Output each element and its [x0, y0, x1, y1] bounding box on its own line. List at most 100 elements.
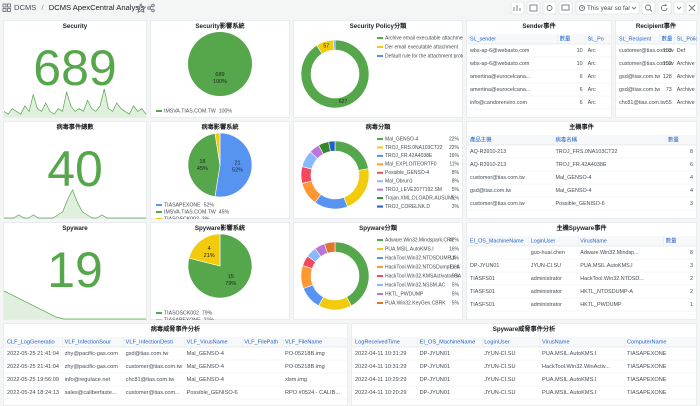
column-header[interactable]: SL_Recipient	[619, 36, 652, 42]
column-header[interactable]: VLF_FileName	[285, 339, 322, 345]
legend-marker	[377, 138, 383, 140]
column-header[interactable]: CLF_LogGeneratio	[7, 339, 55, 345]
column-header[interactable]: ComputerName	[627, 339, 666, 345]
table-cell: 3	[690, 201, 693, 207]
column-header[interactable]: VLF_InfectionDesti	[126, 339, 173, 345]
column-header[interactable]: SL_Polic	[677, 36, 699, 42]
table-cell: Adware.Win32.Mindsp...	[580, 250, 638, 256]
panel-title: 病毒事件總數	[56, 123, 94, 131]
column-header[interactable]: VirusName	[580, 238, 607, 244]
legend-marker	[377, 171, 383, 174]
legend-percent: 79%	[202, 310, 213, 316]
table-cell: 2022-04-11 10:31:29	[355, 351, 407, 357]
column-header[interactable]: 數量	[662, 34, 673, 42]
legend-label: Mal_EXPLOITEORTF0	[385, 162, 437, 168]
slice-percent: 21%	[204, 253, 215, 259]
slice-value: 57	[323, 44, 329, 50]
legend-label: TIASAPEXONE	[164, 317, 201, 323]
panel-frame	[3, 20, 147, 118]
add-panel-button[interactable]	[510, 1, 525, 15]
refresh-interval-button[interactable]	[673, 1, 685, 15]
panel-title: Security	[63, 23, 88, 30]
view-mode-button[interactable]	[685, 1, 699, 15]
zoom-out-button[interactable]	[641, 1, 656, 15]
column-header[interactable]: 數量	[666, 236, 677, 244]
slice-value: 18	[199, 159, 205, 165]
dashboard-title[interactable]: DCMS ApexCentral Analysis	[49, 3, 145, 12]
table-cell: 55	[666, 100, 672, 106]
panel: Spyware影響系統1579%421%TIASOSCK00279%TIASAP…	[150, 222, 290, 323]
table-cell: 2022-04-11 10:31:29	[355, 364, 407, 370]
legend-label: Mal_Obrun1	[385, 179, 413, 185]
table-cell: wbs-ap-6@webasto.com	[469, 48, 530, 54]
table-cell: HackTool.Win32.WinActiv...	[542, 364, 610, 370]
table-cell: 73	[666, 87, 672, 93]
legend-label: Adware.Win32.Mindspark.CRY	[385, 237, 454, 243]
panel-frame	[466, 20, 612, 118]
table-cell: Possible_GENISO-6	[187, 390, 238, 396]
table-cell: customer@tias.com.tw	[619, 61, 674, 67]
breadcrumb: DCMS / DCMS ApexCentral Analysis	[14, 3, 145, 12]
column-header[interactable]: VLF_VirusName	[187, 339, 228, 345]
column-header[interactable]: LoginUser	[531, 238, 556, 244]
table-header-bg	[352, 337, 696, 347]
panel: Sender事件 SL_sender 數量 SL_Po wbs-ap-6@webasto…	[466, 20, 612, 118]
column-header[interactable]: 數量	[560, 34, 571, 42]
refresh-button[interactable]	[657, 1, 672, 15]
save-button[interactable]	[526, 1, 541, 15]
column-header[interactable]: 產品主機	[470, 135, 492, 143]
column-header[interactable]: 數量	[668, 135, 679, 143]
column-header[interactable]: VirusName	[542, 339, 570, 345]
folder-name[interactable]: DCMS	[14, 3, 36, 12]
time-picker[interactable]: This year so far	[575, 1, 640, 15]
column-header[interactable]: 病毒名稱	[556, 135, 578, 143]
column-header[interactable]: SL_Po	[588, 36, 604, 42]
time-range[interactable]: This year so far	[587, 5, 630, 12]
stat-value: 19	[47, 242, 103, 298]
sparkline	[3, 88, 147, 115]
table-cell: 2	[690, 276, 693, 282]
table-cell: info@candorenviro.com	[470, 100, 528, 106]
table-cell: 8	[690, 149, 693, 155]
share-button[interactable]	[147, 3, 155, 13]
column-header[interactable]: EI_OS_MachineName	[470, 238, 524, 244]
column-header[interactable]: LoginUser	[484, 339, 510, 345]
column-header[interactable]: LogReceivedTime	[355, 339, 400, 345]
table-header-bg	[616, 34, 696, 44]
table-cell: DP-JYUN01	[470, 263, 499, 269]
legend-label: Possible_GENSO-4	[385, 170, 429, 176]
table-cell: Arc	[588, 87, 596, 93]
legend-value: 5%	[452, 187, 460, 193]
column-header[interactable]: EI_OS_MachineName	[420, 339, 476, 345]
table-cell: info@regulace.net	[65, 377, 111, 383]
panel-title: Sender事件	[522, 22, 556, 30]
column-header[interactable]: VLF_FilePath	[244, 339, 278, 345]
pie-slice	[300, 39, 370, 109]
settings-button[interactable]	[542, 1, 557, 15]
panel-title: Spyware影響系統	[195, 224, 246, 232]
column-header[interactable]: VLF_InfectionSour	[65, 339, 111, 345]
legend-value: 42%	[449, 237, 460, 243]
tv-button[interactable]	[558, 1, 573, 15]
table-cell: Mal_GENSO-4	[187, 351, 224, 357]
separator: /	[41, 3, 44, 12]
table-cell: 8	[690, 250, 693, 256]
table-cell: AQ-R3910-213	[470, 162, 506, 168]
table-cell: 6	[690, 162, 693, 168]
star-button[interactable]	[135, 2, 147, 14]
legend-value: 16%	[449, 246, 460, 252]
slice-percent: 45%	[197, 166, 208, 172]
legend-label: IMSVA.TIAS.COM.TW	[164, 108, 216, 114]
slice-value: 627	[339, 99, 348, 105]
table-cell: PO-05218B.img	[285, 364, 325, 370]
apps-icon[interactable]	[2, 3, 11, 12]
table-cell: 6	[580, 100, 583, 106]
table-cell: amertina@eurocelcana...	[470, 87, 530, 93]
table-cell: DP-JYUN01	[420, 364, 450, 370]
panel-title: Spyware威脅事件分析	[493, 325, 556, 333]
legend-percent: 52%	[204, 202, 215, 208]
column-header[interactable]: SL_sender	[470, 36, 496, 42]
legend-marker	[156, 312, 162, 314]
table-cell: 2022-05-25 21:41:04	[7, 364, 59, 370]
